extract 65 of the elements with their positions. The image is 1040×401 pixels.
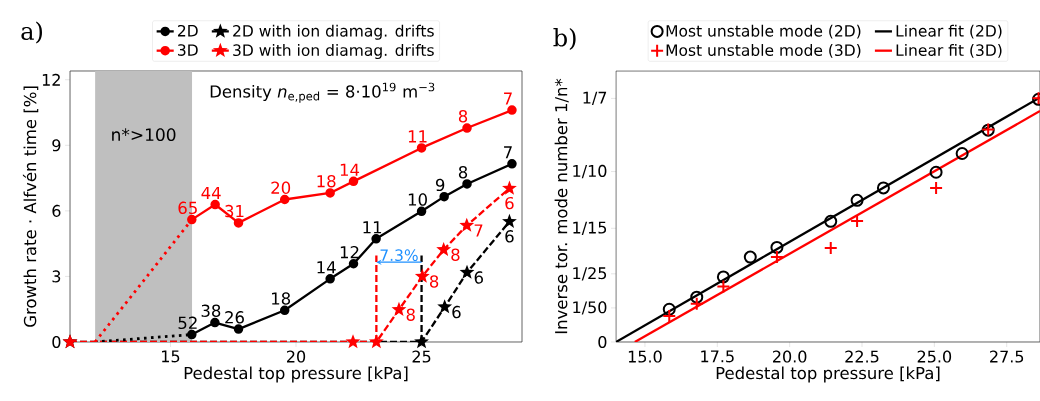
annotation: 11 <box>408 130 427 143</box>
chart-title: a) <box>21 21 42 44</box>
x-axis-title: Pedestal top pressure [kPa] <box>716 366 940 383</box>
x-tick-label: 15 <box>162 350 180 363</box>
x-tick-label: 27.5 <box>990 350 1024 363</box>
legend-label: 3D with ion diamag. drifts <box>233 44 434 60</box>
annotation: 31 <box>225 204 244 218</box>
annotation: 18 <box>317 174 336 188</box>
y-tick-label: 1/10 <box>573 164 607 179</box>
y-axis-title: Growth rate · Alfvén time [%] <box>22 86 39 327</box>
annotation: 52 <box>178 316 197 330</box>
legend-label: Linear fit (2D) <box>896 24 1002 39</box>
annotation: 9 <box>435 178 445 192</box>
legend-label: Most unstable mode (2D) <box>666 24 861 39</box>
annotation: 8 <box>458 165 468 179</box>
chart-title: b) <box>553 28 576 50</box>
annotation: Density n$_{e,ped}$ = 8·10$^{19}$ m$^{−3}$ <box>210 82 435 103</box>
x-tick-label: 25 <box>412 350 431 363</box>
annotation: 12 <box>340 245 359 259</box>
annotation: 14 <box>340 163 360 176</box>
annotation: 8 <box>429 275 439 288</box>
legend-label: 3D <box>178 44 198 56</box>
legend-label: 2D with ion diamag. drifts <box>233 24 434 40</box>
annotation: 10 <box>408 193 427 206</box>
x-tick-label: 15.0 <box>628 350 662 363</box>
y-axis-title: Inverse tor. mode number 1/n* <box>554 78 569 334</box>
annotation: 6 <box>452 305 461 319</box>
annotation: 20 <box>271 181 291 194</box>
annotation: 8 <box>458 110 468 123</box>
annotation: 7 <box>504 146 512 159</box>
annotation: 44 <box>201 186 221 199</box>
y-tick-label: 1/25 <box>573 267 607 281</box>
y-tick-label: 9 <box>52 139 61 152</box>
x-tick-label: 25.0 <box>917 350 952 363</box>
annotation: 8 <box>451 248 460 261</box>
annotation: 7 <box>474 224 483 237</box>
legend-label: Most unstable mode (3D) <box>666 44 861 58</box>
annotation: 38 <box>201 304 221 317</box>
legend-label: 2D <box>177 24 198 37</box>
annotation: 14 <box>317 261 336 274</box>
annotation: 7 <box>504 92 512 105</box>
y-tick-label: 3 <box>52 270 61 283</box>
band-label: n*>100 <box>112 128 176 142</box>
annotation: 65 <box>178 201 197 215</box>
annotation: 6 <box>505 230 514 243</box>
annotation: 26 <box>225 311 244 324</box>
x-tick-label: 22.5 <box>845 350 879 363</box>
annotation: 6 <box>505 196 514 210</box>
legend-label: Linear fit (3D) <box>896 44 1002 58</box>
annotation: 18 <box>272 292 291 305</box>
annotation: 8 <box>406 308 415 321</box>
annotation: 6 <box>474 271 483 284</box>
x-tick-label: 17.5 <box>701 350 734 363</box>
y-tick-label: 6 <box>52 204 61 217</box>
x-tick-label: 20.0 <box>773 350 807 363</box>
x-axis-title: Pedestal top pressure [kPa] <box>184 366 408 383</box>
y-tick-label: 1/15 <box>573 221 607 235</box>
y-tick-label: 1/50 <box>573 301 607 315</box>
y-tick-label: 0 <box>598 335 607 349</box>
y-tick-label: 0 <box>52 335 61 349</box>
y-tick-label: 12 <box>42 73 60 86</box>
x-tick-label: 20 <box>287 350 306 363</box>
annotation: 7.3% <box>380 249 418 262</box>
annotation: 11 <box>363 221 382 234</box>
y-tick-label: 1/7 <box>583 91 607 106</box>
